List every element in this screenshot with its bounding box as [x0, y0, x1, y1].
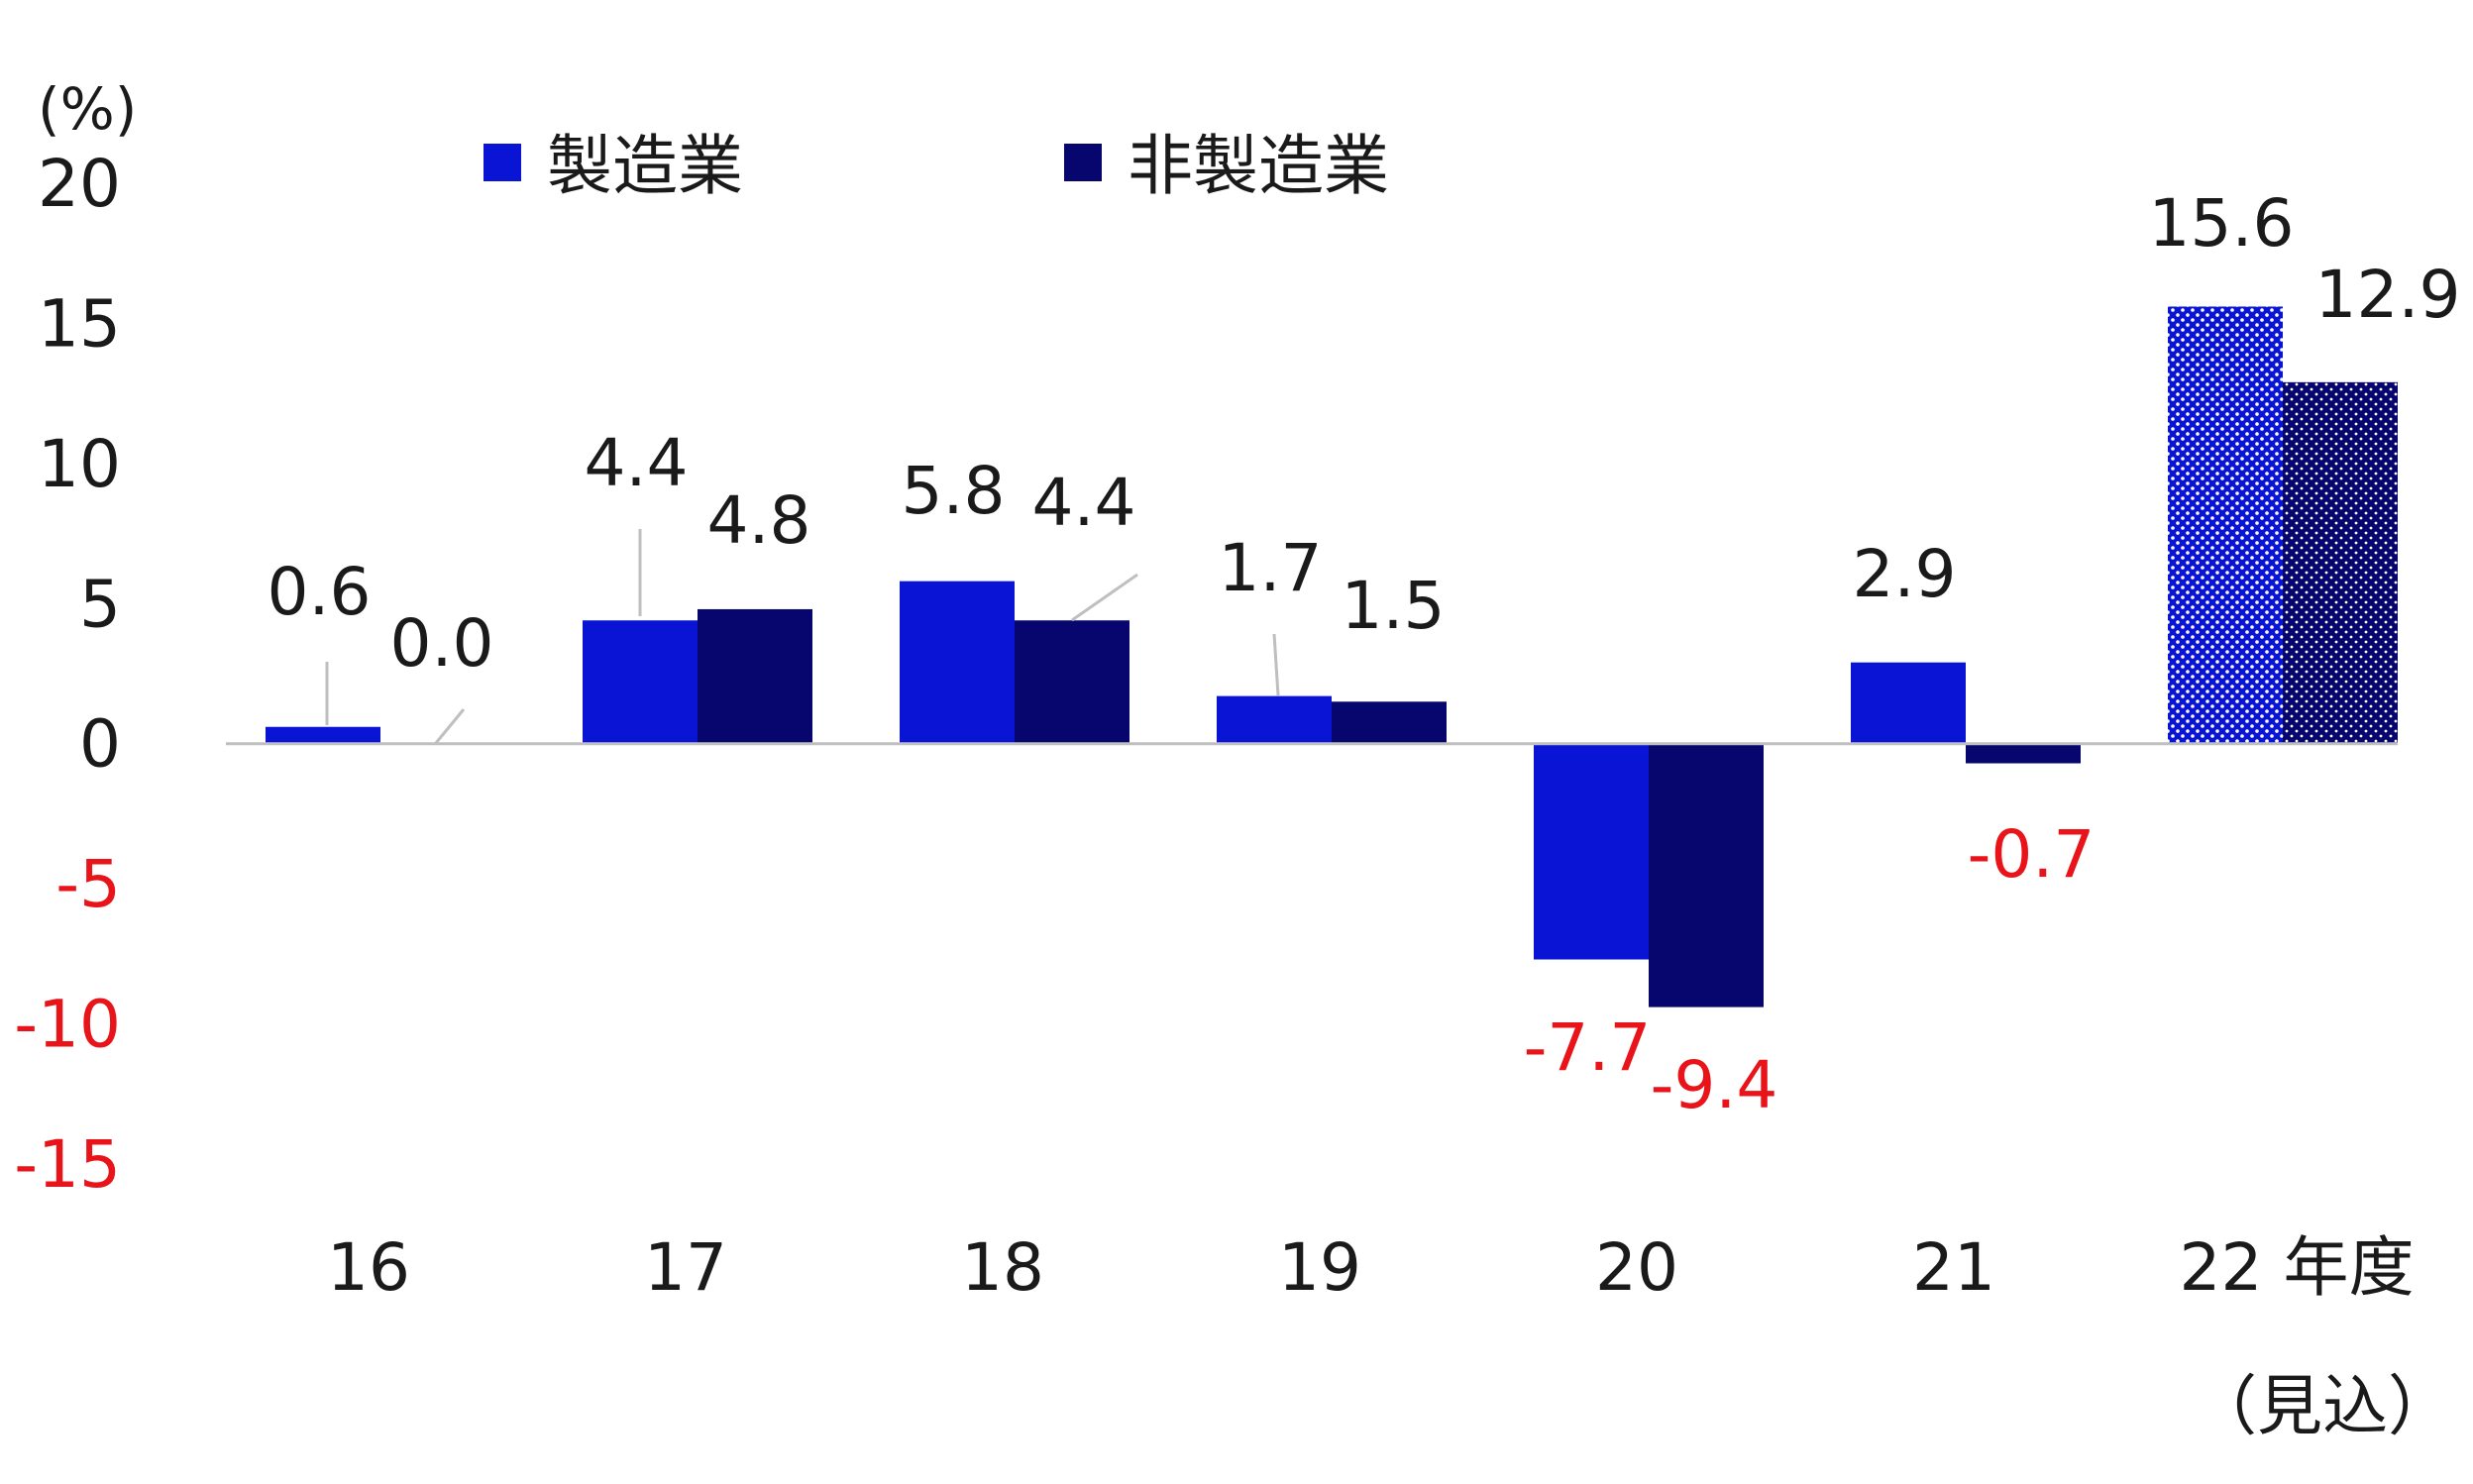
legend-swatch-non-manufacturing [1064, 144, 1102, 181]
data-label-manufacturing-4: -7.7 [1524, 1009, 1652, 1086]
bar-manufacturing-6 [2168, 306, 2283, 744]
legend: 製造業 非製造業 [484, 128, 1389, 204]
y-tick-label: 5 [79, 566, 121, 642]
x-tick-label: 19 [1278, 1229, 1361, 1306]
bar-manufacturing-0 [266, 726, 380, 744]
y-tick-label: 20 [38, 146, 121, 222]
data-labels: 0.60.04.44.8 5.8 4.41.7 1.5-7.7 -9.42.9-0.71… [268, 185, 2461, 1123]
x-tick-label: 21 [1912, 1229, 1995, 1306]
x-tick-label: 22 年度 [2180, 1229, 2415, 1306]
bar-manufacturing-4 [1534, 743, 1649, 960]
y-tick-label: 0 [79, 706, 121, 783]
data-label-non-manufacturing-5: -0.7 [1968, 816, 2096, 893]
legend-label-manufacturing: 製造業 [547, 128, 743, 204]
y-tick-label: 15 [38, 285, 121, 362]
leader-line [1071, 573, 1138, 622]
legend-swatch-manufacturing [484, 144, 521, 181]
leader-line [1272, 633, 1280, 696]
x-tick-label: 20 [1595, 1229, 1678, 1306]
y-axis-unit-label: (%) [38, 75, 137, 143]
x-tick-label: 16 [327, 1229, 410, 1306]
data-label-non-manufacturing-0: 0.0 [390, 605, 494, 682]
y-tick-label: -15 [14, 1126, 121, 1203]
bar-manufacturing-5 [1851, 662, 1966, 744]
data-label-manufacturing-0: 0.6 [268, 554, 372, 630]
data-label-manufacturing-5: 2.9 [1853, 536, 1957, 612]
leader-line [434, 708, 466, 744]
x-tick-label: 17 [644, 1229, 727, 1306]
bar-non-manufacturing-2 [1015, 620, 1129, 744]
leader-lines [325, 529, 1280, 744]
data-label-manufacturing-1: 4.4 [585, 425, 689, 501]
y-axis: 20 15 10 5 0 -5 -10 -15 [14, 146, 121, 1203]
bar-non-manufacturing-1 [698, 608, 812, 744]
data-label-non-manufacturing-3: 1.5 [1342, 568, 1446, 644]
data-label-non-manufacturing-1: 4.8 [707, 482, 811, 559]
bar-manufacturing-2 [900, 581, 1015, 744]
legend-label-non-manufacturing: 非製造業 [1128, 128, 1389, 204]
bar-manufacturing-1 [583, 620, 698, 744]
bar-non-manufacturing-6 [2283, 381, 2398, 744]
x-axis: 16 17 18 19 20 21 22 年度 （見込） [327, 1229, 2453, 1444]
bar-non-manufacturing-5 [1966, 743, 2081, 764]
data-label-manufacturing-2: 5.8 [902, 453, 1006, 529]
x-tick-note: （見込） [2192, 1368, 2453, 1444]
y-tick-label: -10 [14, 987, 121, 1063]
data-label-non-manufacturing-2: 4.4 [1032, 465, 1136, 541]
bar-non-manufacturing-4 [1649, 743, 1764, 1007]
data-label-manufacturing-3: 1.7 [1219, 530, 1323, 606]
bar-non-manufacturing-3 [1332, 701, 1447, 744]
y-tick-label: -5 [55, 846, 121, 922]
data-label-non-manufacturing-6: 12.9 [2315, 257, 2461, 333]
bars [266, 306, 2398, 1007]
data-label-non-manufacturing-4: -9.4 [1651, 1047, 1778, 1123]
bar-manufacturing-3 [1217, 695, 1332, 744]
y-tick-label: 10 [38, 426, 121, 502]
x-tick-label: 18 [961, 1229, 1044, 1306]
data-label-manufacturing-6: 15.6 [2149, 185, 2295, 262]
